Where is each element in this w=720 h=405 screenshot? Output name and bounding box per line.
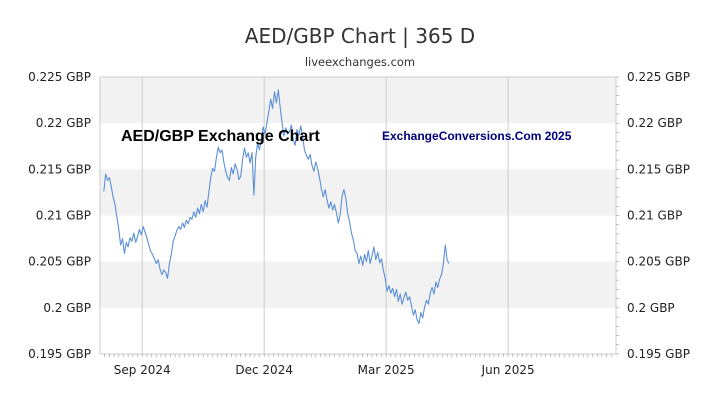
y-tick-label-right: 0.2 GBP xyxy=(627,301,675,315)
y-tick-label-right: 0.215 GBP xyxy=(627,162,690,176)
x-tick-label: Sep 2024 xyxy=(114,363,171,377)
plot-bands xyxy=(100,77,616,308)
x-tick-label: Dec 2024 xyxy=(235,363,293,377)
y-tick-label-right: 0.22 GBP xyxy=(627,116,682,130)
watermark-left: AED/GBP Exchange Chart xyxy=(121,128,321,145)
y-tick-label-left: 0.195 GBP xyxy=(28,347,91,361)
y-tick-label-left: 0.225 GBP xyxy=(28,70,91,84)
y-tick-label-left: 0.2 GBP xyxy=(43,301,91,315)
plot-band xyxy=(100,169,616,216)
y-tick-label-right: 0.225 GBP xyxy=(627,70,690,84)
x-tick-label: Mar 2025 xyxy=(358,363,415,377)
x-tick-label: Jun 2025 xyxy=(481,363,535,377)
watermark-right: ExchangeConversions.Com 2025 xyxy=(382,129,572,143)
y-tick-label-left: 0.205 GBP xyxy=(28,255,91,269)
y-axis-left: 0.225 GBP 0.22 GBP 0.215 GBP 0.21 GBP 0.205 … xyxy=(28,70,91,361)
y-tick-label-right: 0.205 GBP xyxy=(627,255,690,269)
y-tick-label-left: 0.22 GBP xyxy=(36,116,91,130)
series-line xyxy=(103,89,450,325)
series-group xyxy=(103,89,450,325)
y-axis-right: 0.225 GBP 0.22 GBP 0.215 GBP 0.21 GBP 0.205 … xyxy=(616,70,690,361)
vertical-gridlines xyxy=(141,77,509,354)
plot-band xyxy=(100,261,616,308)
x-axis: Sep 2024 Dec 2024 Mar 2025 Jun 2025 xyxy=(104,354,612,377)
chart-title: AED/GBP Chart | 365 D xyxy=(244,24,476,48)
plot-band xyxy=(100,77,616,124)
y-tick-label-right: 0.21 GBP xyxy=(627,209,682,223)
y-tick-label-left: 0.21 GBP xyxy=(36,209,91,223)
y-tick-label-right: 0.195 GBP xyxy=(627,347,690,361)
y-tick-label-left: 0.215 GBP xyxy=(28,162,91,176)
chart-subtitle: liveexchanges.com xyxy=(304,55,416,69)
